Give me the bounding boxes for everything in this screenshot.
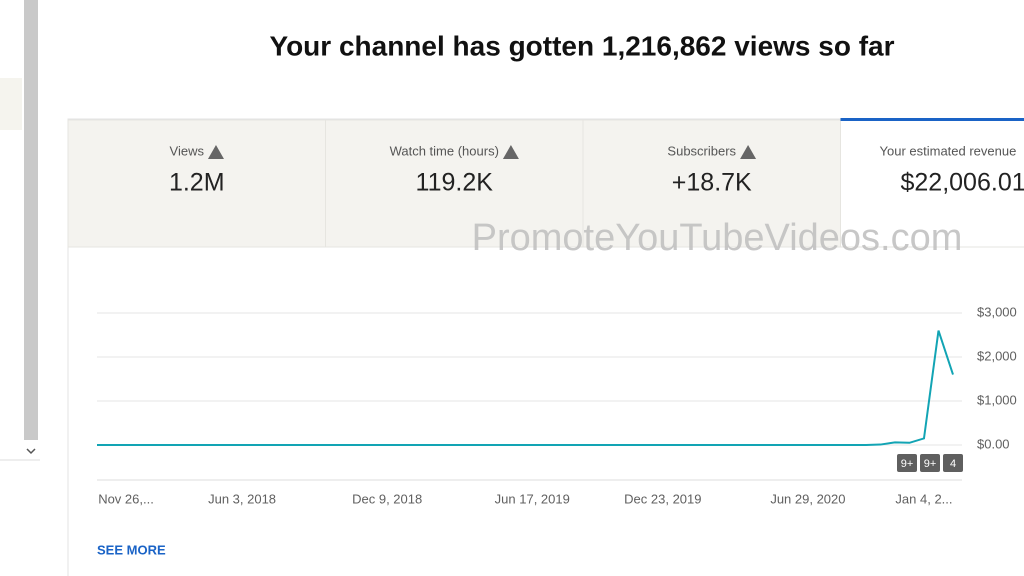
warning-icon	[502, 145, 519, 159]
see-more[interactable]: SEE MORE	[97, 542, 166, 557]
tab-value: 119.2K	[416, 169, 494, 197]
annotation-label[interactable]: 9+	[901, 458, 914, 470]
y-tick-label: $0.00	[977, 436, 1010, 451]
tab-value: 1.2M	[169, 169, 225, 197]
warning-icon	[740, 145, 757, 159]
sidebar-item	[0, 78, 22, 130]
scrollbar[interactable]	[24, 0, 38, 440]
y-tick-label: $1,000	[977, 392, 1017, 407]
x-tick-label: Jun 29, 2020	[770, 491, 845, 506]
annotation-badge[interactable]	[920, 454, 940, 472]
tab[interactable]	[840, 119, 1024, 248]
annotation-label[interactable]: 9+	[924, 458, 937, 470]
warning-icon	[207, 145, 224, 159]
x-tick-label: Jun 3, 2018	[208, 491, 276, 506]
tab-label: Your estimated revenue	[880, 143, 1017, 158]
tab-value: $22,006.01	[901, 169, 1024, 197]
page-title: Your channel has gotten 1,216,862 views …	[269, 30, 894, 61]
y-tick-label: $3,000	[977, 304, 1017, 319]
line-series	[97, 330, 954, 446]
annotation-badge[interactable]	[897, 454, 917, 472]
tab-label: Subscribers	[667, 143, 736, 158]
x-tick-label: Nov 26,...	[98, 491, 154, 506]
tab[interactable]	[67, 119, 326, 248]
tab-label: Watch time (hours)	[390, 143, 499, 158]
tab[interactable]	[325, 119, 584, 248]
x-tick-label: Dec 9, 2018	[352, 491, 422, 506]
annotation-label[interactable]: 4	[950, 458, 956, 470]
annotation-badge[interactable]	[943, 454, 963, 472]
tab-label: Views	[170, 143, 205, 158]
y-tick-label: $2,000	[977, 348, 1017, 363]
watermark: PromoteYouTubeVideos.com	[472, 217, 963, 259]
x-tick-label: Jun 17, 2019	[495, 491, 570, 506]
tab-value: +18.7K	[672, 169, 752, 197]
x-tick-label: Dec 23, 2019	[624, 491, 701, 506]
scroll-arrow[interactable]	[26, 448, 36, 455]
x-tick-label: Jan 4, 2...	[895, 491, 952, 506]
tab-selected-bar	[840, 118, 1024, 121]
